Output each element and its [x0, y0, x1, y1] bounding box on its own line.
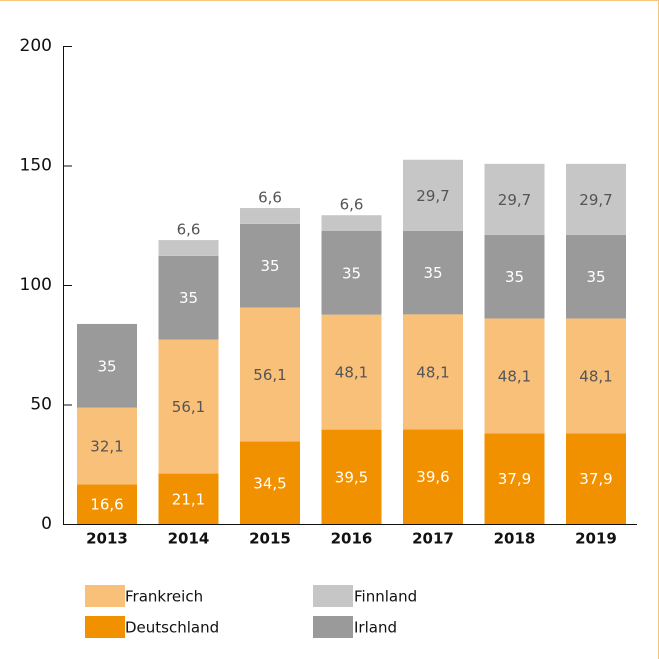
- value-label: 39,5: [335, 468, 368, 486]
- x-tick-label: 2015: [249, 530, 291, 548]
- bar-segment: [566, 234, 626, 319]
- value-label: 32,1: [90, 437, 123, 455]
- value-label: 29,7: [579, 191, 612, 209]
- bar-segment: [484, 234, 545, 319]
- legend-label: Finnland: [354, 588, 417, 606]
- bar-segment: [240, 208, 300, 224]
- legend-swatch: [313, 585, 353, 607]
- value-label: 16,6: [90, 496, 123, 514]
- bar-segment: [321, 215, 382, 231]
- value-label: 48,1: [416, 363, 449, 381]
- bar-segment: [403, 314, 463, 430]
- legend-label: Frankreich: [125, 588, 203, 606]
- bar-segment: [321, 429, 382, 524]
- bar-segment: [158, 240, 219, 256]
- value-label: 6,6: [258, 189, 282, 207]
- y-tick-label: 0: [41, 514, 52, 534]
- value-label: 35: [342, 264, 361, 282]
- x-tick-label: 2014: [168, 530, 210, 548]
- legend-label: Irland: [354, 619, 397, 637]
- y-tick-label: 200: [20, 36, 52, 56]
- bar-segment: [321, 230, 382, 315]
- value-label: 35: [505, 268, 524, 286]
- bar-segment: [158, 339, 219, 474]
- value-label: 35: [423, 264, 442, 282]
- value-label: 56,1: [253, 366, 286, 384]
- x-tick-label: 2017: [412, 530, 454, 548]
- bar-segment: [158, 473, 219, 524]
- value-label: 6,6: [340, 196, 364, 214]
- bar-segment: [240, 441, 300, 524]
- bar-segment: [566, 433, 626, 524]
- x-tick-label: 2018: [494, 530, 536, 548]
- legend-swatch: [313, 616, 353, 638]
- y-tick-label: 50: [30, 395, 52, 415]
- bar-segment: [77, 323, 137, 408]
- bar-segment: [566, 318, 626, 434]
- bar-segment: [240, 307, 300, 442]
- legend-swatch: [85, 585, 125, 607]
- x-tick-label: 2016: [331, 530, 373, 548]
- value-label: 35: [586, 268, 605, 286]
- bar-segment: [321, 314, 382, 430]
- value-label: 21,1: [172, 490, 205, 508]
- bar-segment: [158, 255, 219, 340]
- value-label: 35: [97, 357, 116, 375]
- x-tick-label: 2019: [575, 530, 617, 548]
- bar-segment: [403, 230, 463, 315]
- value-label: 6,6: [177, 221, 201, 239]
- legend-swatch: [85, 616, 125, 638]
- value-label: 35: [260, 257, 279, 275]
- value-label: 48,1: [335, 364, 368, 382]
- bar-segment: [484, 163, 545, 235]
- value-label: 48,1: [579, 367, 612, 385]
- bar-segment: [566, 163, 626, 235]
- value-label: 37,9: [498, 470, 531, 488]
- x-tick-label: 2013: [86, 530, 128, 548]
- value-label: 37,9: [579, 470, 612, 488]
- bar-segment: [77, 484, 137, 524]
- y-tick-label: 150: [20, 156, 52, 176]
- bar-segment: [240, 223, 300, 308]
- bar-segment: [484, 318, 545, 434]
- value-label: 48,1: [498, 367, 531, 385]
- value-label: 29,7: [416, 187, 449, 205]
- value-label: 29,7: [498, 191, 531, 209]
- value-label: 39,6: [416, 468, 449, 486]
- value-label: 34,5: [253, 474, 286, 492]
- bar-segment: [403, 159, 463, 231]
- bar-segment: [77, 407, 137, 485]
- bar-segment: [403, 429, 463, 524]
- y-tick-label: 100: [20, 275, 52, 295]
- value-label: 35: [179, 289, 198, 307]
- legend-label: Deutschland: [125, 619, 219, 637]
- bar-segment: [484, 433, 545, 524]
- value-label: 56,1: [172, 398, 205, 416]
